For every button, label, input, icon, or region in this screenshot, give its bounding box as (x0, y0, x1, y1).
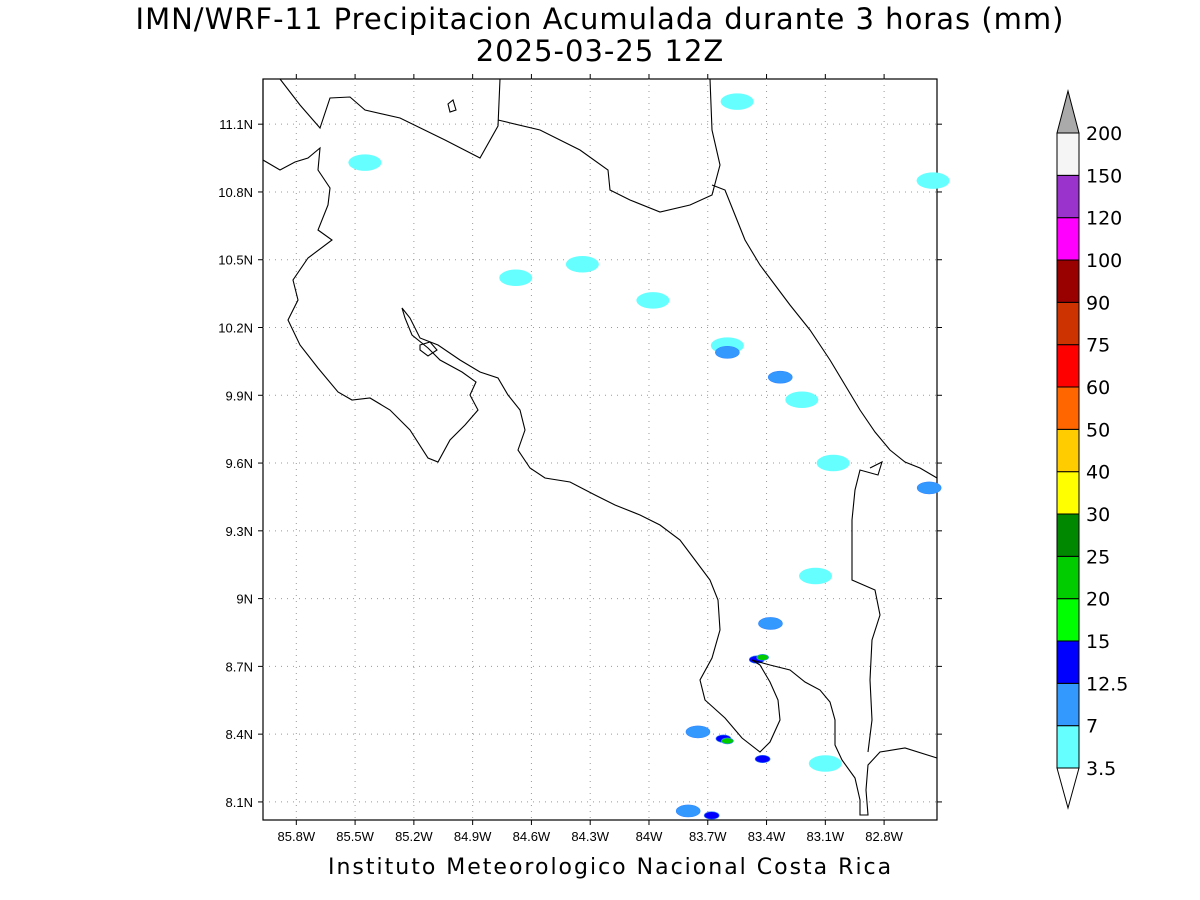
legend-label: 60 (1086, 377, 1110, 399)
x-tick-label: 83.1W (807, 829, 845, 844)
lake-outline (419, 341, 438, 357)
legend-swatch (1056, 132, 1080, 176)
legend-swatch (1056, 174, 1080, 219)
precip-cell (565, 256, 599, 273)
legend-label: 12.5 (1086, 673, 1128, 695)
legend-label: 15 (1086, 631, 1110, 653)
precip-cell (703, 811, 720, 820)
legend-swatch (1056, 217, 1080, 261)
caribbean-coast (711, 184, 938, 479)
legend-label: 3.5 (1086, 758, 1116, 780)
legend-swatch (1056, 386, 1080, 430)
y-tick-label: 9N (236, 592, 253, 607)
legend-label: 40 (1086, 462, 1110, 484)
legend-swatch (1056, 682, 1080, 727)
y-tick-label: 9.6N (226, 456, 253, 471)
legend-swatch (1056, 344, 1080, 388)
legend-label: 120 (1086, 208, 1122, 230)
legend-swatch (1056, 555, 1080, 600)
x-tick-label: 85.5W (336, 829, 374, 844)
precip-cell (636, 292, 670, 309)
legend-swatch (1056, 471, 1080, 515)
precip-cell (348, 154, 382, 171)
coastline-borders (262, 78, 938, 816)
x-tick-label: 85.2W (395, 829, 433, 844)
legend-label: 25 (1086, 546, 1110, 568)
legend-label: 50 (1086, 419, 1110, 441)
legend-arrow-top (1056, 89, 1080, 134)
precip-cell (758, 617, 783, 630)
map-subtitle-date: 2025-03-25 12Z (475, 34, 725, 68)
y-tick-label: 11.1N (219, 117, 253, 132)
pacific-coast (262, 79, 938, 816)
legend-swatch (1056, 640, 1080, 684)
x-tick-label: 83.4W (748, 829, 786, 844)
precip-cell (808, 755, 842, 772)
precip-cell (685, 725, 711, 739)
legend-label: 90 (1086, 292, 1110, 314)
y-axis: 11.1N 10.8N 10.5N 10.2N 9.9N 9.6N 9.3N 9N 8.7N 8.… (218, 117, 942, 810)
grid-lines (263, 79, 937, 820)
x-tick-label: 84.9W (454, 829, 492, 844)
precip-cell (756, 654, 769, 661)
legend-swatch (1056, 598, 1080, 642)
map-title: IMN/WRF-11 Precipitacion Acumulada duran… (135, 2, 1065, 36)
precip-cell (499, 269, 533, 287)
x-tick-label: 83.7W (689, 829, 727, 844)
precip-cell (675, 804, 701, 818)
legend-label: 75 (1086, 335, 1110, 357)
legend-label: 20 (1086, 589, 1110, 611)
y-tick-label: 9.3N (226, 524, 253, 539)
y-tick-label: 9.9N (226, 388, 253, 403)
precip-cell (715, 346, 740, 359)
y-tick-label: 10.5N (218, 253, 253, 268)
legend-label: 7 (1086, 716, 1098, 738)
precip-cell (816, 454, 850, 472)
x-axis: 85.8W 85.5W 85.2W 84.9W 84.6W 84.3W 84W 83.7W 83… (278, 74, 904, 844)
footer-credit: Instituto Meteorologico Nacional Costa R… (328, 855, 894, 880)
legend-label: 200 (1086, 123, 1122, 145)
precip-cell (721, 737, 734, 745)
x-tick-label: 82.8W (865, 829, 903, 844)
y-tick-label: 10.2N (218, 321, 253, 336)
precip-cell (916, 172, 950, 189)
color-legend: 3.5 7 12.5 15 20 25 30 40 50 60 75 90 100 120 150 200 (1056, 89, 1128, 810)
y-tick-label: 8.7N (226, 659, 253, 674)
panama-border (851, 460, 883, 753)
island-outline (447, 99, 457, 113)
x-tick-label: 84.6W (513, 829, 551, 844)
y-tick-label: 8.1N (226, 795, 253, 810)
map-frame (262, 78, 938, 821)
precip-cell (785, 391, 819, 409)
precip-cell (720, 93, 754, 110)
x-tick-label: 85.8W (278, 829, 316, 844)
precip-cell (754, 754, 771, 764)
x-tick-label: 84.3W (571, 829, 609, 844)
y-tick-label: 8.4N (226, 727, 253, 742)
x-tick-label: 84W (636, 829, 663, 844)
legend-swatch (1056, 725, 1080, 769)
precip-cell (799, 567, 833, 585)
legend-swatch (1056, 428, 1080, 473)
legend-swatch (1056, 513, 1080, 557)
precip-cell (916, 481, 942, 495)
y-tick-label: 10.8N (218, 185, 253, 200)
legend-swatch (1056, 301, 1080, 346)
legend-label: 30 (1086, 504, 1110, 526)
legend-label: 150 (1086, 165, 1122, 187)
legend-label: 100 (1086, 250, 1122, 272)
legend-arrow-bottom (1056, 767, 1080, 810)
precip-cell (767, 370, 793, 384)
legend-swatch (1056, 259, 1080, 303)
nicaragua-border (279, 78, 501, 159)
precipitation-shading (348, 93, 950, 820)
